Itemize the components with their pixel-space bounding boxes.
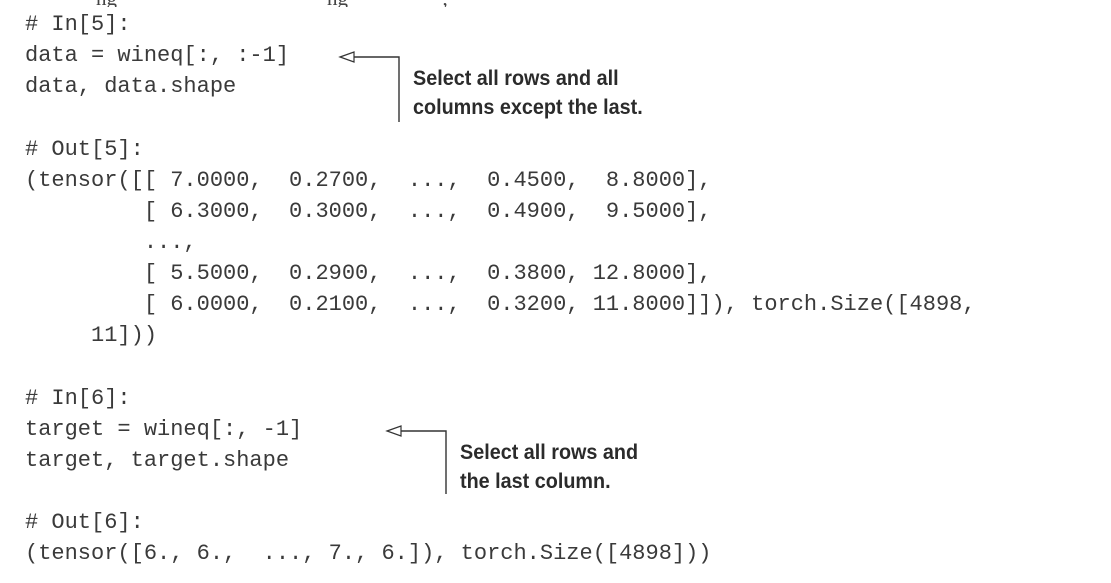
code-line: 11])) xyxy=(25,323,158,348)
callout-line xyxy=(354,56,400,122)
callout-arrow-2 xyxy=(385,425,447,494)
code-line: # In[5]: xyxy=(25,12,131,37)
code-block-out-5: # Out[5]: (tensor([[ 7.0000, 0.2700, ...… xyxy=(25,134,976,351)
code-line: [ 5.5000, 0.2900, ..., 0.3800, 12.8000], xyxy=(25,261,712,286)
code-block-in-5: # In[5]: data = wineq[:, :-1] data, data… xyxy=(25,9,289,102)
code-line: data, data.shape xyxy=(25,74,237,99)
code-line: data = wineq[:, :-1] xyxy=(25,43,290,68)
code-line: (tensor([[ 7.0000, 0.2700, ..., 0.4500, … xyxy=(25,168,712,193)
callout-arrow-1 xyxy=(338,51,400,122)
code-block-in-6: # In[6]: target = wineq[:, -1] target, t… xyxy=(25,383,302,476)
code-block-out-6: # Out[6]: (tensor([6., 6., ..., 7., 6.])… xyxy=(25,507,712,569)
code-line: ..., xyxy=(25,230,197,255)
annotation-line: columns except the last. xyxy=(413,95,643,119)
code-line: (tensor([6., 6., ..., 7., 6.]), torch.Si… xyxy=(25,541,712,566)
annotation-line: Select all rows and xyxy=(460,440,639,464)
cropped-prose-line: ng ng , xyxy=(0,0,1111,7)
code-line: # Out[6]: xyxy=(25,510,144,535)
cropped-prose-text: ng ng , xyxy=(96,0,448,7)
code-line: [ 6.3000, 0.3000, ..., 0.4900, 9.5000], xyxy=(25,199,712,224)
code-line: [ 6.0000, 0.2100, ..., 0.3200, 11.8000]]… xyxy=(25,292,976,317)
code-line: # Out[5]: xyxy=(25,137,144,162)
annotation-select-last-column: Select all rows and the last column. xyxy=(460,438,638,496)
annotation-line: Select all rows and all xyxy=(413,66,619,90)
annotation-select-except-last: Select all rows and all columns except t… xyxy=(413,64,643,122)
code-line: target = wineq[:, -1] xyxy=(25,417,303,442)
callout-line xyxy=(401,430,447,494)
code-line: # In[6]: xyxy=(25,386,131,411)
arrowhead-icon xyxy=(338,51,355,63)
code-line: target, target.shape xyxy=(25,448,290,473)
arrowhead-icon xyxy=(385,425,402,437)
annotation-line: the last column. xyxy=(460,469,611,493)
